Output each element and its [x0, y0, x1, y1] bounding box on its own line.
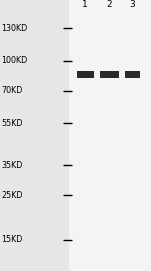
Text: 55KD: 55KD — [2, 119, 23, 128]
Bar — [77, 71, 94, 78]
Text: 3: 3 — [129, 1, 135, 9]
Text: 70KD: 70KD — [2, 86, 23, 95]
Bar — [100, 71, 119, 78]
Text: 100KD: 100KD — [2, 56, 28, 66]
Text: 35KD: 35KD — [2, 161, 23, 170]
Text: 130KD: 130KD — [2, 24, 28, 33]
Bar — [125, 71, 140, 78]
Text: 1: 1 — [82, 1, 88, 9]
Bar — [69, 0, 151, 271]
Text: 2: 2 — [107, 1, 112, 9]
Text: 25KD: 25KD — [2, 191, 23, 200]
Text: 15KD: 15KD — [2, 235, 23, 244]
